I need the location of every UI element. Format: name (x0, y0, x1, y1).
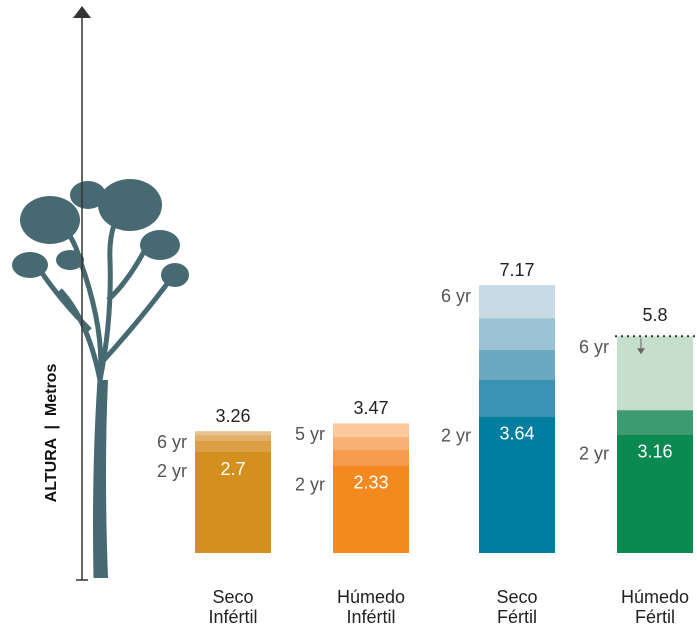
year-label: 2 yr (295, 475, 325, 495)
tree-illustration (12, 179, 189, 579)
category-label: Seco (212, 587, 253, 607)
category-label: Infértil (346, 607, 395, 627)
bar-segment (195, 452, 271, 553)
year-label: 5 yr (295, 424, 325, 444)
y-axis-label: ALTURA | Metros (43, 364, 60, 503)
inner-value-label: 2.33 (353, 473, 388, 493)
year-label: 6 yr (157, 432, 187, 452)
year-label: 2 yr (157, 461, 187, 481)
bar-segment (617, 434, 693, 553)
year-label: 2 yr (579, 444, 609, 464)
total-value-label: 3.47 (353, 398, 388, 418)
inner-value-label: 2.7 (220, 459, 245, 479)
total-value-label: 3.26 (215, 406, 250, 426)
year-label: 2 yr (441, 426, 471, 446)
total-value-label: 7.17 (499, 260, 534, 280)
category-label: Húmedo (337, 587, 405, 607)
y-axis-arrow (73, 6, 91, 18)
category-label: Fértil (635, 607, 675, 627)
bar-segment (333, 465, 409, 553)
inner-value-label: 3.64 (499, 424, 534, 444)
year-label: 6 yr (441, 286, 471, 306)
reference-arrow-head (637, 348, 645, 355)
category-label: Infértil (208, 607, 257, 627)
bar-segment (479, 416, 555, 553)
category-label: Húmedo (621, 587, 689, 607)
year-label: 6 yr (579, 337, 609, 357)
inner-value-label: 3.16 (637, 442, 672, 462)
total-value-label: 5.8 (642, 305, 667, 325)
category-label: Fértil (497, 607, 537, 627)
category-label: Seco (496, 587, 537, 607)
